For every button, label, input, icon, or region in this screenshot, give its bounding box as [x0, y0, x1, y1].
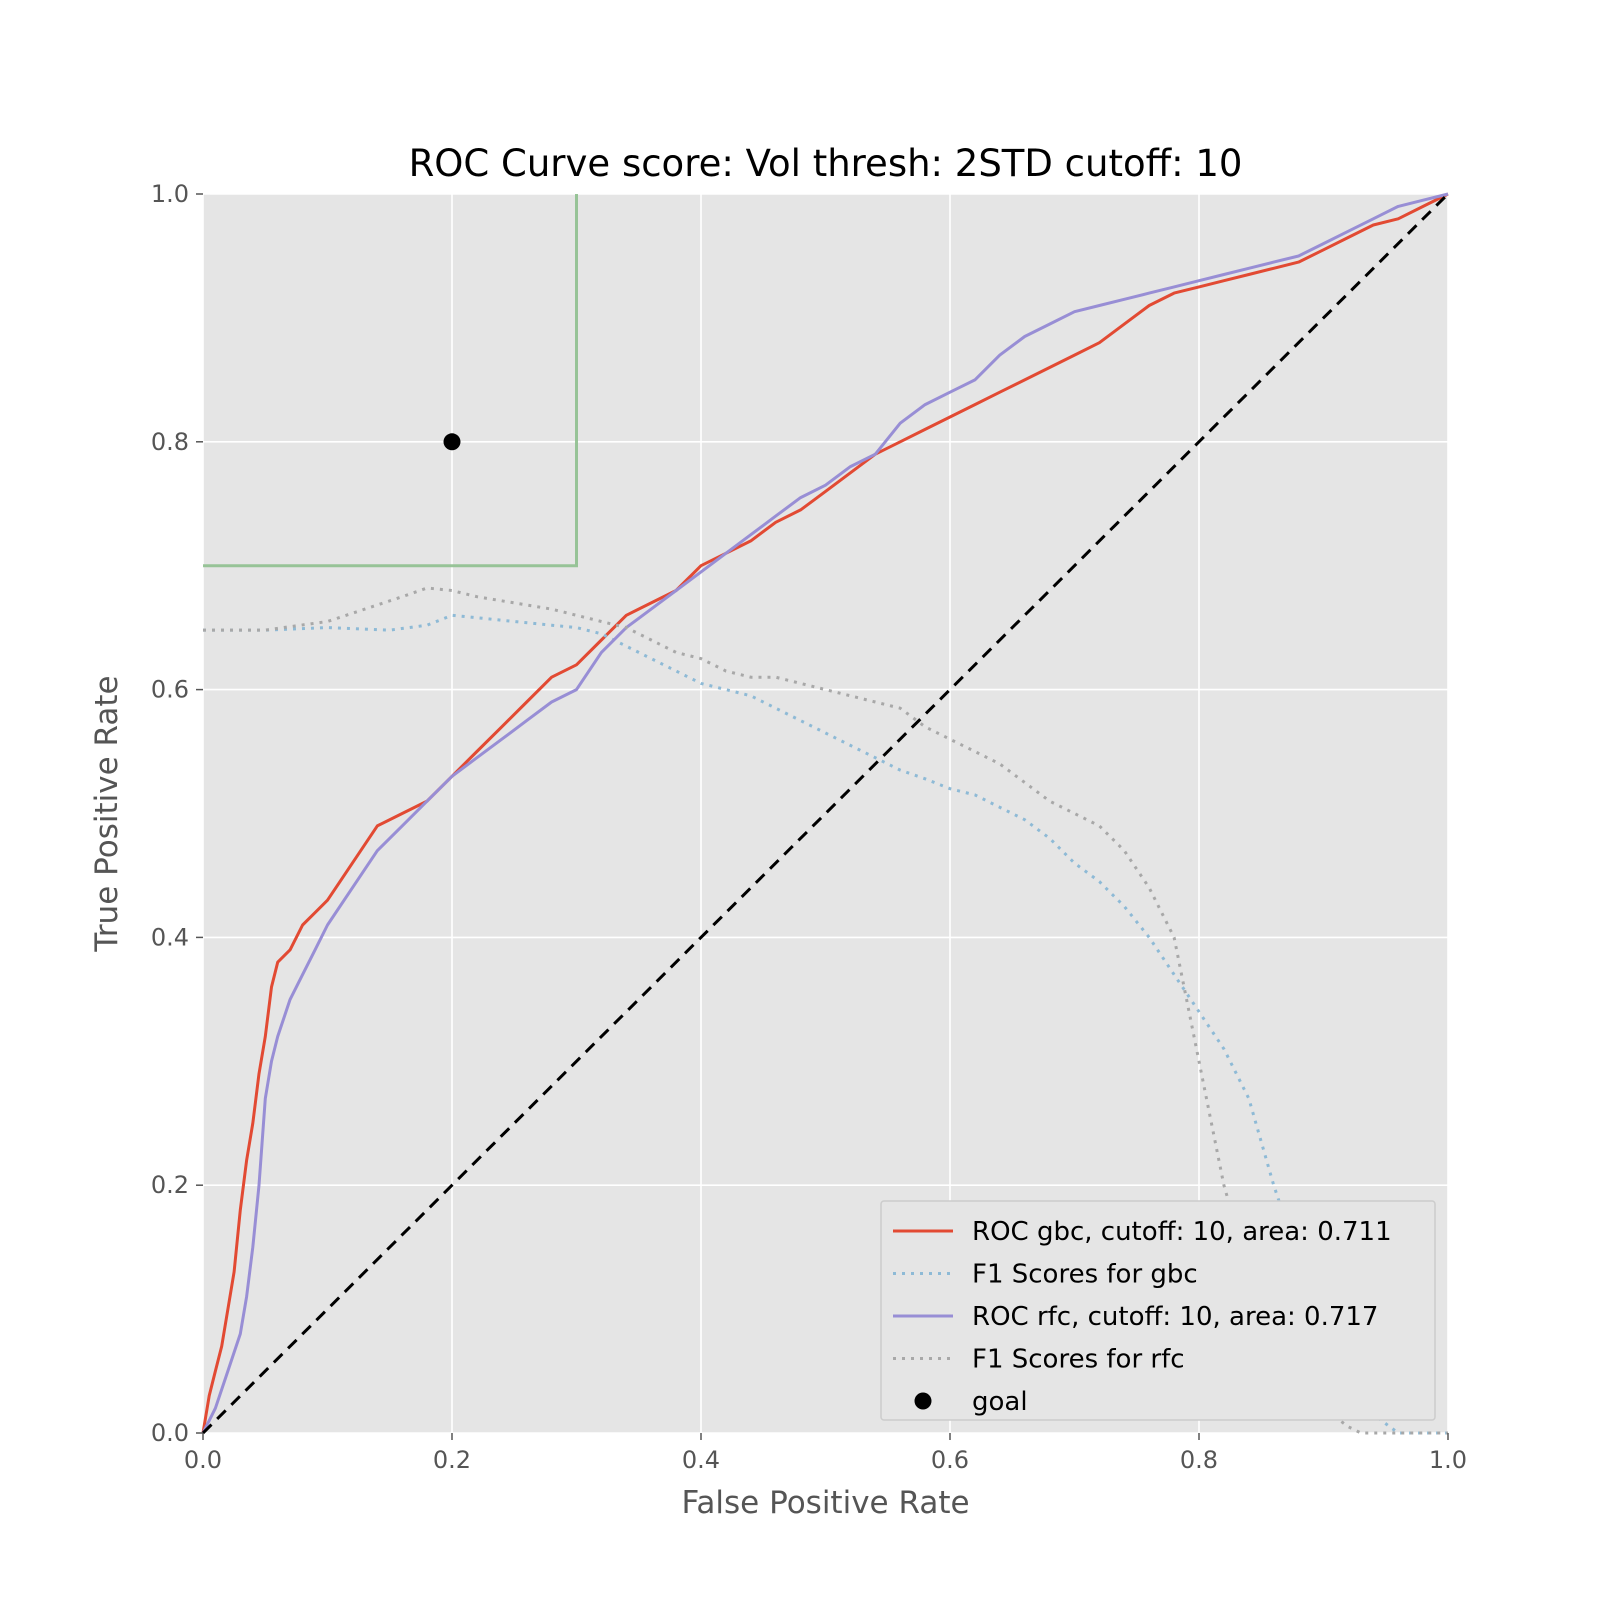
- series-layer: [201, 192, 1450, 1435]
- goal-point: [443, 433, 461, 451]
- series-line-0: [201, 192, 1449, 1434]
- series-line-3: [203, 586, 1448, 1435]
- x-tick-label: 0.8: [1180, 1446, 1218, 1474]
- y-tick-label: 0.8: [151, 428, 189, 456]
- legend-entry-0: ROC gbc, cutoff: 10, area: 0.711: [972, 1217, 1392, 1247]
- y-tick-label: 1.0: [151, 180, 189, 208]
- y-tick-label: 0.2: [151, 1171, 189, 1199]
- goal-region: [203, 194, 578, 568]
- legend-entry-4: goal: [972, 1387, 1028, 1417]
- goal-region-boundary: [203, 194, 578, 568]
- legend-entry-3: F1 Scores for rfc: [972, 1345, 1185, 1375]
- legend-marker-4: [914, 1392, 932, 1410]
- x-tick-label: 0.0: [184, 1446, 222, 1474]
- chart-title: ROC Curve score: Vol thresh: 2STD cutoff…: [409, 142, 1243, 185]
- y-tick-label: 0.4: [151, 923, 189, 951]
- series-line-2: [201, 192, 1449, 1434]
- x-tick-label: 0.6: [931, 1446, 969, 1474]
- x-axis-label: False Positive Rate: [681, 1485, 969, 1521]
- tick-labels: 0.0 0.2 0.4 0.6 0.8 1.0 0.0 0.2 0.4 0.6 0.8 1.0: [151, 180, 1467, 1474]
- y-tick-label: 0.0: [151, 1419, 189, 1447]
- legend: ROC gbc, cutoff: 10, area: 0.711 F1 Score…: [880, 1200, 1436, 1421]
- legend-box: [880, 1200, 1436, 1421]
- series-line-1: [203, 613, 1448, 1435]
- y-tick-label: 0.6: [151, 676, 189, 704]
- legend-entry-1: F1 Scores for gbc: [972, 1260, 1198, 1290]
- chance-diagonal-line: [201, 192, 1450, 1435]
- x-tick-label: 1.0: [1429, 1446, 1467, 1474]
- legend-entry-2: ROC rfc, cutoff: 10, area: 0.717: [972, 1302, 1378, 1332]
- x-tick-label: 0.4: [682, 1446, 720, 1474]
- y-axis-label: True Positive Rate: [89, 675, 125, 952]
- x-tick-label: 0.2: [433, 1446, 471, 1474]
